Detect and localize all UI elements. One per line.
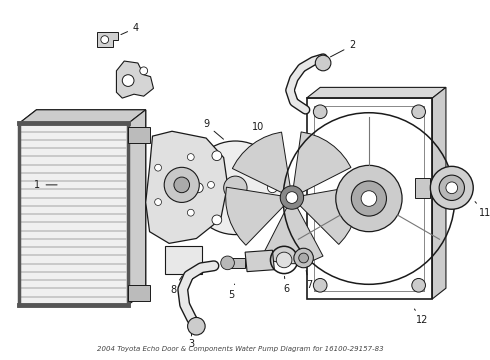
Circle shape xyxy=(412,279,425,292)
Circle shape xyxy=(174,177,190,193)
Circle shape xyxy=(294,248,314,268)
Circle shape xyxy=(164,167,199,202)
Polygon shape xyxy=(128,285,149,301)
Circle shape xyxy=(155,199,162,206)
Circle shape xyxy=(249,151,259,161)
Polygon shape xyxy=(128,110,146,305)
Circle shape xyxy=(299,253,309,263)
Polygon shape xyxy=(307,87,446,98)
Circle shape xyxy=(268,183,277,193)
Circle shape xyxy=(122,75,134,86)
Circle shape xyxy=(412,105,425,118)
Polygon shape xyxy=(262,208,323,264)
Polygon shape xyxy=(294,132,351,192)
Circle shape xyxy=(446,182,458,194)
Circle shape xyxy=(314,279,327,292)
Polygon shape xyxy=(128,127,149,143)
Circle shape xyxy=(187,209,194,216)
Circle shape xyxy=(314,105,327,118)
Polygon shape xyxy=(165,246,202,274)
Polygon shape xyxy=(415,178,430,198)
Polygon shape xyxy=(245,250,274,272)
Circle shape xyxy=(249,215,259,225)
Polygon shape xyxy=(128,110,146,305)
Circle shape xyxy=(212,215,221,225)
Text: 5: 5 xyxy=(228,284,235,300)
Circle shape xyxy=(276,252,292,268)
Text: 11: 11 xyxy=(475,202,490,218)
Circle shape xyxy=(212,151,221,161)
Circle shape xyxy=(208,181,215,188)
Text: 8: 8 xyxy=(170,276,182,295)
Polygon shape xyxy=(300,186,358,244)
Circle shape xyxy=(336,165,402,232)
Text: 9: 9 xyxy=(203,120,223,139)
Text: 3: 3 xyxy=(189,334,195,349)
Circle shape xyxy=(194,183,203,193)
Circle shape xyxy=(280,186,304,209)
Circle shape xyxy=(439,175,465,201)
Circle shape xyxy=(155,164,162,171)
Text: 7: 7 xyxy=(306,270,313,290)
Polygon shape xyxy=(227,258,245,268)
Polygon shape xyxy=(432,87,446,299)
Polygon shape xyxy=(19,110,146,123)
Circle shape xyxy=(220,256,234,270)
Polygon shape xyxy=(19,123,128,305)
Circle shape xyxy=(223,176,247,199)
Text: 1: 1 xyxy=(34,180,57,190)
Circle shape xyxy=(351,181,387,216)
Text: 6: 6 xyxy=(283,276,289,294)
Circle shape xyxy=(101,36,109,44)
Polygon shape xyxy=(97,32,119,48)
Polygon shape xyxy=(225,187,284,245)
Circle shape xyxy=(187,154,194,161)
Polygon shape xyxy=(19,110,146,123)
Circle shape xyxy=(286,192,298,203)
Polygon shape xyxy=(146,131,227,243)
Circle shape xyxy=(188,318,205,335)
Circle shape xyxy=(361,191,377,206)
Text: 2: 2 xyxy=(330,40,355,57)
Circle shape xyxy=(315,55,331,71)
Text: 4: 4 xyxy=(121,23,139,35)
Circle shape xyxy=(140,67,147,75)
Polygon shape xyxy=(117,61,153,98)
Text: 2004 Toyota Echo Door & Components Water Pump Diagram for 16100-29157-83: 2004 Toyota Echo Door & Components Water… xyxy=(97,346,384,352)
Polygon shape xyxy=(232,132,290,192)
Circle shape xyxy=(430,166,473,209)
Text: 12: 12 xyxy=(415,309,429,325)
Text: 10: 10 xyxy=(252,122,275,142)
Circle shape xyxy=(189,141,282,235)
